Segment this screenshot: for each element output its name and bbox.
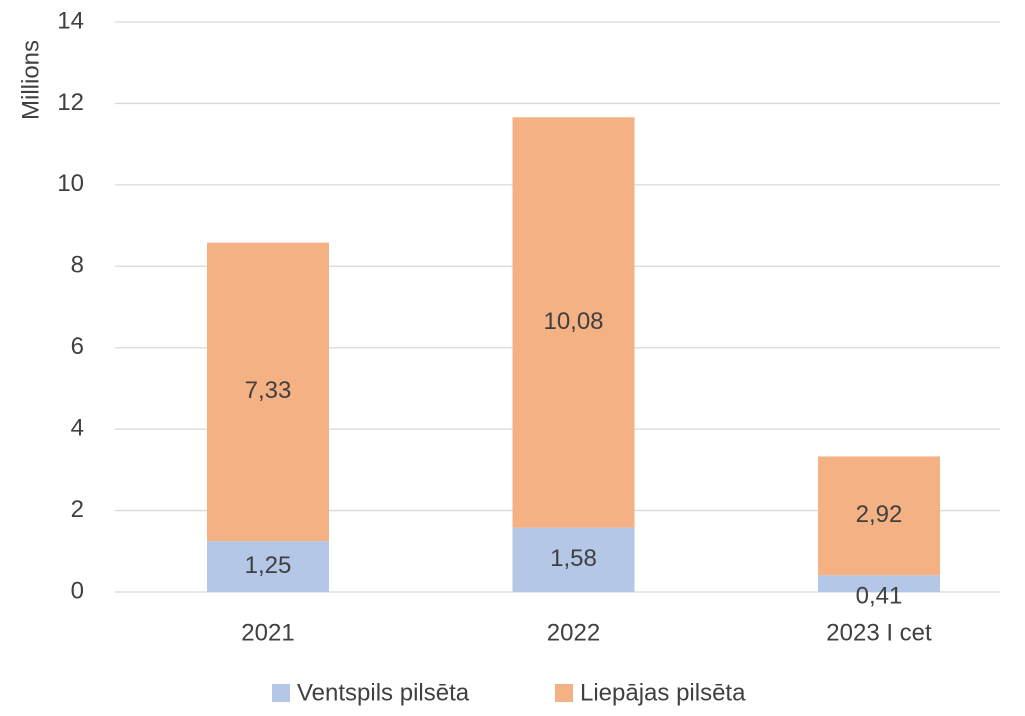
- y-tick-label: 6: [71, 333, 84, 360]
- y-tick-label: 4: [71, 414, 84, 441]
- data-label: 1,58: [550, 545, 597, 572]
- legend-swatch: [555, 684, 573, 702]
- data-label: 10,08: [543, 308, 603, 335]
- bar-segment: [818, 456, 940, 576]
- y-tick-label: 2: [71, 496, 84, 523]
- y-tick-label: 0: [71, 577, 84, 604]
- bar-segment: [818, 575, 940, 592]
- y-tick-label: 14: [57, 7, 84, 34]
- data-label: 7,33: [245, 377, 292, 404]
- legend-label: Ventspils pilsēta: [297, 679, 470, 706]
- y-tick-label: 12: [57, 89, 84, 116]
- legend-label: Liepājas pilsēta: [580, 679, 746, 706]
- x-tick-label: 2023 I cet: [826, 619, 932, 646]
- bar-segment: [207, 541, 329, 592]
- data-label: 2,92: [856, 501, 903, 528]
- y-axis-label: Millions: [17, 40, 44, 120]
- bar-segment: [512, 117, 635, 528]
- bar-segment: [512, 527, 635, 592]
- legend-swatch: [272, 684, 290, 702]
- data-label: 1,25: [245, 552, 292, 579]
- y-tick-label: 8: [71, 252, 84, 279]
- x-tick-label: 2022: [547, 619, 600, 646]
- bar-segment: [207, 242, 329, 542]
- y-tick-label: 10: [57, 170, 84, 197]
- x-tick-label: 2021: [241, 619, 294, 646]
- data-label: 0,41: [856, 583, 903, 610]
